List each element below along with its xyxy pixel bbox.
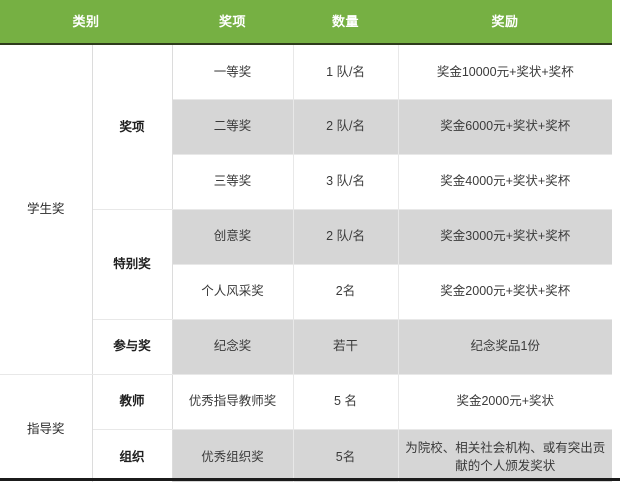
table-row: 个人风采奖 2名 奖金2000元+奖状+奖杯 [0,264,613,320]
award-name-cell: 三等奖 [172,154,294,210]
award-reward-cell: 奖金4000元+奖状+奖杯 [398,154,613,210]
table-row: 二等奖 2 队/名 奖金6000元+奖状+奖杯 [0,99,613,155]
award-name-cell: 一等奖 [172,44,294,100]
award-quantity-cell: 2 队/名 [293,209,399,265]
table-bottom-rule [0,478,620,481]
column-header-quantity: 数量 [293,0,399,45]
award-reward-cell: 奖金2000元+奖状 [398,374,613,430]
table-row: 参与奖 纪念奖 若干 纪念奖品1份 [0,319,613,375]
award-reward-cell: 奖金6000元+奖状+奖杯 [398,99,613,155]
group-cell: 特别奖 [92,209,173,320]
table-row: 指导奖 教师 优秀指导教师奖 5 名 奖金2000元+奖状 [0,374,613,482]
header-row: 类别 奖项 数量 奖励 [0,0,613,45]
category-cell: 学生奖 [0,44,93,375]
award-name-cell: 创意奖 [172,209,294,265]
award-quantity-cell: 2 队/名 [293,99,399,155]
column-header-reward: 奖励 [398,0,613,45]
award-quantity-cell: 1 队/名 [293,44,399,100]
award-quantity-cell: 2名 [293,264,399,320]
column-header-award: 奖项 [172,0,294,45]
award-reward-text: 奖金6000元+奖状+奖杯 [440,119,571,134]
award-reward-cell: 为院校、相关社会机构、或有突出贡献的个人颁发奖状 [398,429,613,482]
column-header-category: 类别 [0,0,173,45]
award-quantity-cell: 5名 [293,429,399,482]
group-cell: 奖项 [92,44,173,210]
award-name-cell: 优秀指导教师奖 [172,374,294,430]
table-row: 组织 优秀组织奖 5名 为院校、相关社会机构、或有突出贡献的个人颁发奖状 [0,429,613,482]
award-quantity-cell: 3 队/名 [293,154,399,210]
award-reward-text: 奖金2000元+奖状+奖杯 [440,284,571,299]
table-row: 学生奖 奖项 一等奖 1 队/名 奖金10000元+奖状+奖杯 [0,44,613,375]
group-cell: 教师 [92,374,173,430]
table-body: 学生奖 奖项 一等奖 1 队/名 奖金10000元+奖状+奖杯 二等奖 2 队/名 奖金600… [0,44,613,482]
award-reward-cell: 奖金2000元+奖状+奖杯 [398,264,613,320]
award-quantity-cell: 若干 [293,319,399,375]
award-reward-cell: 奖金10000元+奖状+奖杯 [398,44,613,100]
category-cell: 指导奖 [0,374,93,482]
group-cell: 组织 [92,429,173,482]
award-name-cell: 纪念奖 [172,319,294,375]
award-reward-text: 奖金10000元+奖状+奖杯 [436,64,574,79]
award-reward-text: 奖金2000元+奖状 [456,394,555,409]
table-header: 类别 奖项 数量 奖励 [0,0,613,45]
award-reward-cell: 奖金3000元+奖状+奖杯 [398,209,613,265]
award-name-cell: 二等奖 [172,99,294,155]
table-row: 特别奖 创意奖 2 队/名 奖金3000元+奖状+奖杯 [0,209,613,320]
group-cell: 参与奖 [92,319,173,375]
award-reward-text: 奖金4000元+奖状+奖杯 [440,174,571,189]
award-reward-cell: 纪念奖品1份 [398,319,613,375]
award-reward-text: 奖金3000元+奖状+奖杯 [440,229,571,244]
table-row: 三等奖 3 队/名 奖金4000元+奖状+奖杯 [0,154,613,210]
award-reward-text: 为院校、相关社会机构、或有突出贡献的个人颁发奖状 [405,440,606,473]
award-name-cell: 优秀组织奖 [172,429,294,482]
award-name-cell: 个人风采奖 [172,264,294,320]
award-reward-text: 纪念奖品1份 [470,339,540,354]
award-quantity-cell: 5 名 [293,374,399,430]
